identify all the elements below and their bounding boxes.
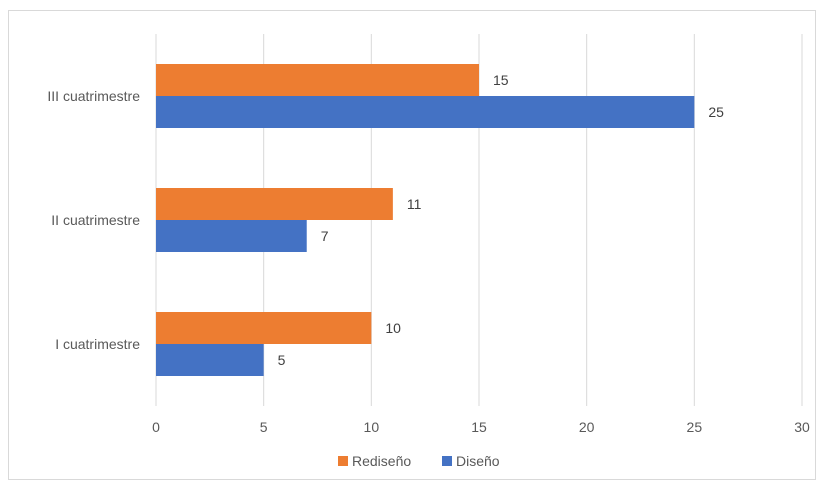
bar (156, 188, 393, 220)
legend-label: Rediseño (352, 453, 411, 469)
category-label: I cuatrimestre (55, 336, 140, 352)
category-label: III cuatrimestre (47, 88, 140, 104)
axes: 0 5 10 15 20 25 30 I cuatrimestre II cuatrimestr… (47, 88, 810, 435)
x-tick-label: 15 (471, 419, 487, 435)
data-label: 25 (708, 104, 724, 120)
bar (156, 96, 695, 128)
data-labels: 10 5 11 7 15 25 (278, 72, 724, 368)
data-label: 10 (385, 320, 401, 336)
bars (156, 64, 695, 376)
category-label: II cuatrimestre (51, 212, 140, 228)
bar (156, 220, 307, 252)
bar (156, 344, 264, 376)
data-label: 5 (278, 352, 286, 368)
legend: Rediseño Diseño (338, 453, 500, 469)
legend-label: Diseño (456, 453, 500, 469)
x-tick-label: 5 (260, 419, 268, 435)
data-label: 7 (321, 228, 329, 244)
chart-frame: 10 5 11 7 15 25 0 5 10 15 20 25 30 I cuatrimestre II … (8, 10, 816, 480)
data-label: 11 (407, 196, 422, 212)
legend-swatch (442, 456, 452, 466)
bar (156, 64, 479, 96)
x-tick-label: 0 (152, 419, 160, 435)
x-tick-label: 20 (579, 419, 595, 435)
bar (156, 312, 372, 344)
legend-swatch (338, 456, 348, 466)
x-tick-label: 10 (364, 419, 380, 435)
data-label: 15 (493, 72, 509, 88)
x-tick-label: 30 (794, 419, 810, 435)
x-tick-label: 25 (687, 419, 703, 435)
